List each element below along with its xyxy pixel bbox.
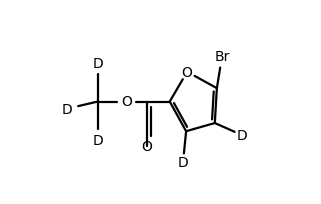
Text: D: D [92, 56, 103, 70]
Text: D: D [62, 102, 73, 116]
Text: O: O [182, 65, 193, 79]
Text: D: D [237, 129, 248, 143]
Text: Br: Br [214, 50, 230, 64]
Text: O: O [142, 139, 152, 153]
Text: O: O [121, 95, 132, 109]
Text: D: D [92, 134, 103, 148]
Text: D: D [178, 155, 188, 169]
